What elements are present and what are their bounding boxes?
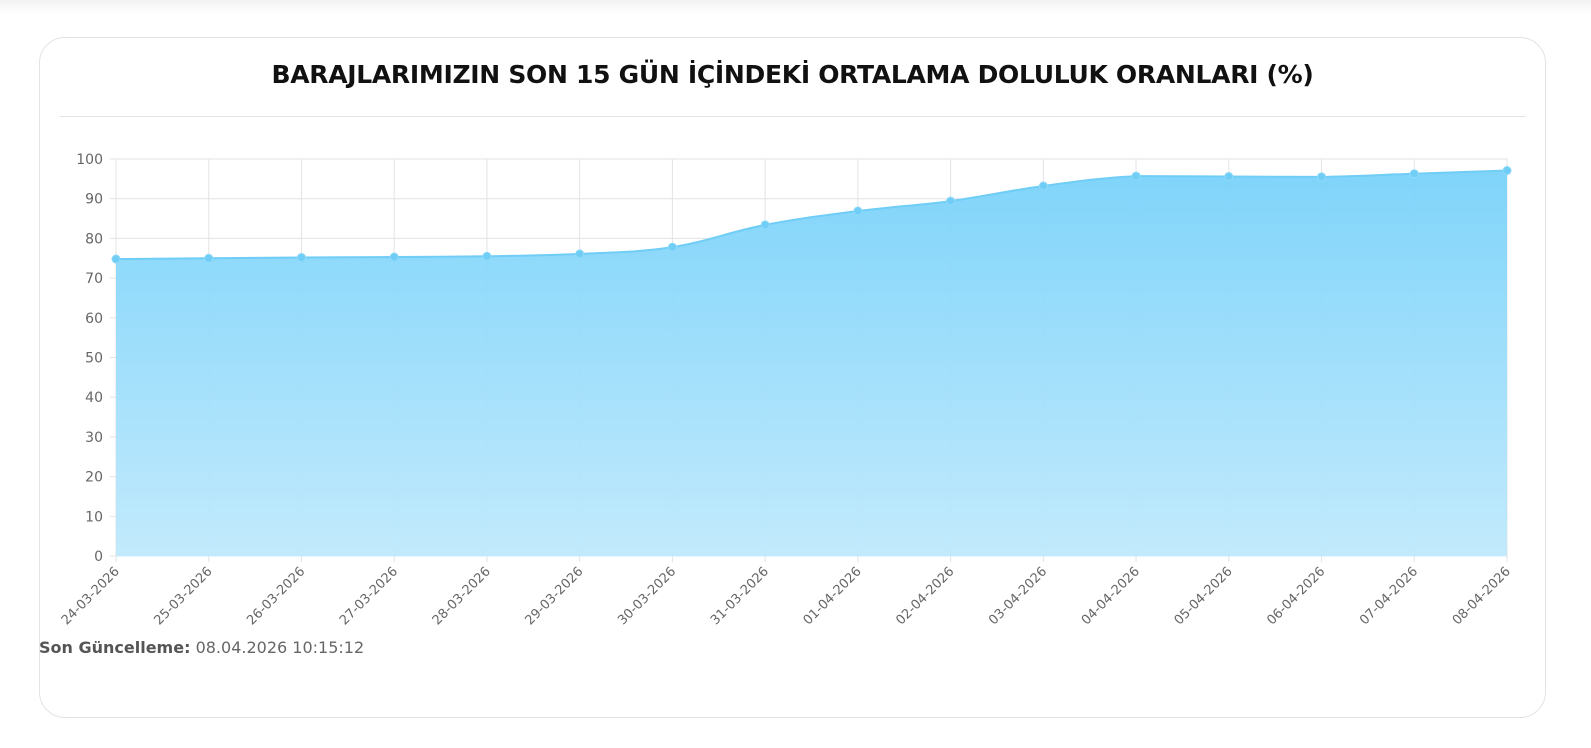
x-tick-label: 26-03-2026	[244, 564, 308, 628]
data-points	[111, 166, 1512, 264]
series-line	[115, 169, 1508, 261]
data-point[interactable]	[204, 253, 214, 263]
y-tick-label: 50	[85, 351, 103, 367]
x-tick-label: 31-03-2026	[708, 564, 772, 628]
data-point[interactable]	[111, 254, 121, 264]
x-tick-label: 07-04-2026	[1357, 564, 1421, 628]
x-tick-label: 24-03-2026	[59, 564, 123, 628]
y-axis: 0 10 20 30 40 50 60 70 80 90 100	[76, 152, 103, 565]
y-tick-label: 10	[85, 509, 103, 525]
x-tick-label: 08-04-2026	[1450, 564, 1514, 628]
data-point[interactable]	[946, 196, 956, 206]
data-point[interactable]	[389, 252, 399, 262]
data-point[interactable]	[1409, 169, 1419, 179]
x-tick-label: 02-04-2026	[893, 564, 957, 628]
y-tick-label: 80	[85, 231, 103, 247]
y-tick-label: 90	[85, 192, 103, 208]
area-series	[115, 169, 1508, 556]
data-point[interactable]	[296, 252, 306, 262]
x-tick-label: 03-04-2026	[986, 564, 1050, 628]
x-tick-label: 30-03-2026	[615, 564, 679, 628]
last-update: Son Güncelleme: 08.04.2026 10:15:12	[39, 638, 364, 657]
x-tick-label: 06-04-2026	[1264, 564, 1328, 628]
y-tick-label: 20	[85, 470, 103, 486]
last-update-label: Son Güncelleme:	[39, 638, 191, 657]
data-point[interactable]	[1038, 181, 1048, 191]
x-tick-label: 01-04-2026	[801, 564, 865, 628]
y-tick-label: 100	[76, 152, 103, 168]
title-divider	[60, 116, 1526, 117]
data-point[interactable]	[1131, 171, 1141, 181]
data-point[interactable]	[575, 249, 585, 259]
x-tick-label: 05-04-2026	[1172, 564, 1236, 628]
x-tick-label: 25-03-2026	[152, 564, 216, 628]
top-shadow	[0, 0, 1591, 14]
data-point[interactable]	[1224, 171, 1234, 181]
y-tick-label: 60	[85, 311, 103, 327]
y-tick-label: 30	[85, 430, 103, 446]
x-tick-label: 04-04-2026	[1079, 564, 1143, 628]
data-point[interactable]	[760, 220, 770, 230]
data-point[interactable]	[1502, 166, 1512, 176]
last-update-value: 08.04.2026 10:15:12	[195, 638, 365, 657]
y-tick-label: 40	[85, 390, 103, 406]
data-point[interactable]	[667, 242, 677, 252]
data-point[interactable]	[1317, 172, 1327, 182]
x-tick-label: 27-03-2026	[337, 564, 401, 628]
x-axis: 24-03-2026 25-03-2026 26-03-2026 27-03-2026…	[59, 564, 1514, 628]
y-tick-label: 70	[85, 271, 103, 287]
chart-title: BARAJLARIMIZIN SON 15 GÜN İÇİNDEKİ ORTAL…	[271, 60, 1314, 89]
x-tick-label: 29-03-2026	[522, 564, 586, 628]
x-tick-label: 28-03-2026	[430, 564, 494, 628]
area-fill	[116, 170, 1507, 556]
y-tick-label: 0	[94, 549, 103, 565]
data-point[interactable]	[482, 251, 492, 261]
data-point[interactable]	[853, 206, 863, 216]
